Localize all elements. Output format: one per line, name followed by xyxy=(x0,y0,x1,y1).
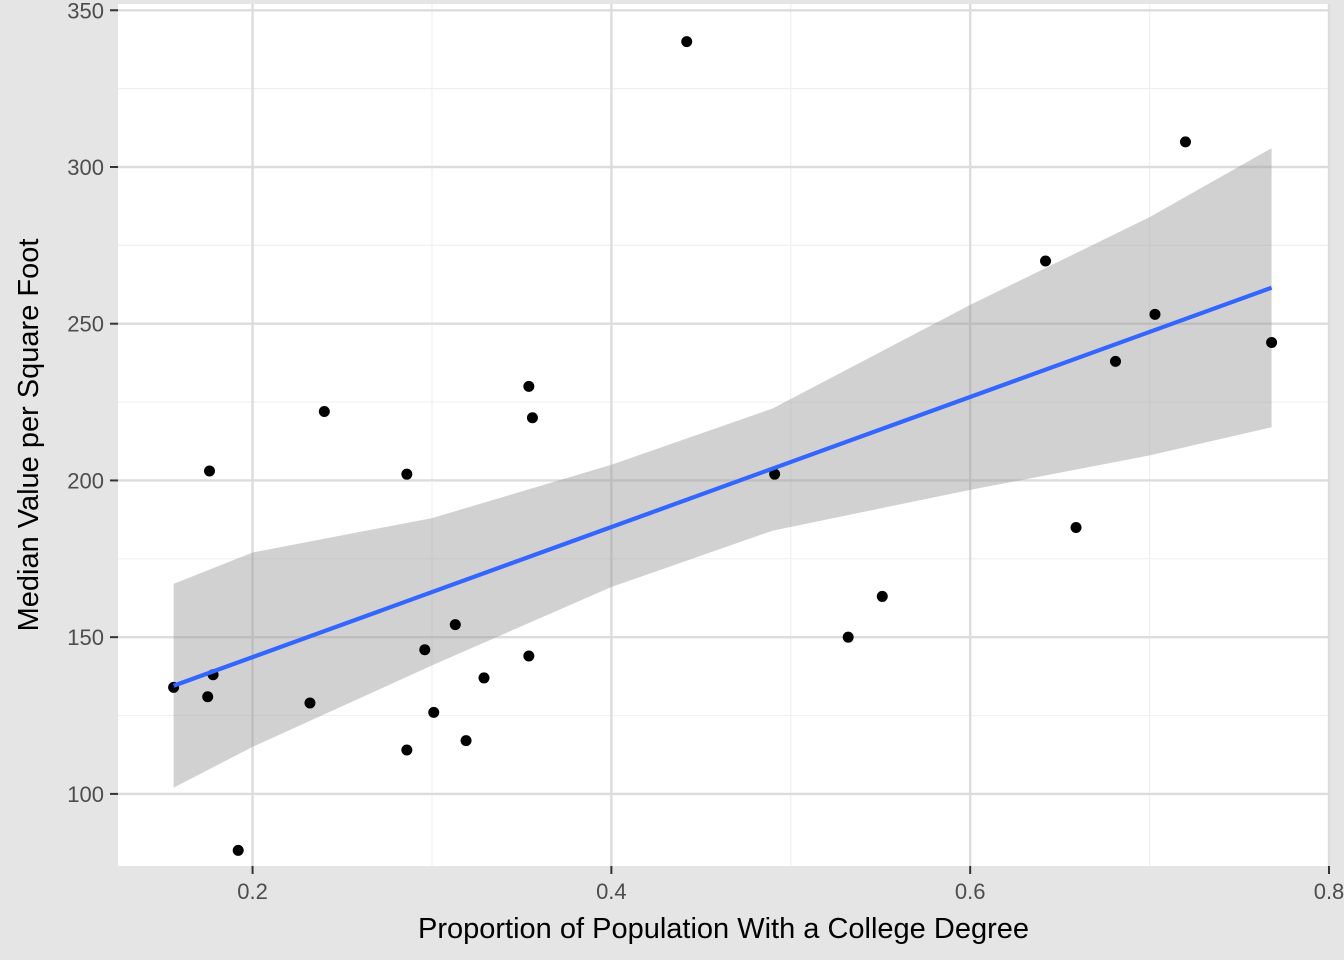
data-point xyxy=(876,590,888,602)
plot-panel xyxy=(118,4,1329,866)
data-point xyxy=(769,468,781,480)
data-point xyxy=(1110,355,1122,367)
data-point xyxy=(526,412,538,424)
data-point xyxy=(460,735,472,747)
trend-line xyxy=(172,285,1273,688)
data-point xyxy=(428,706,440,718)
y-tick-label: 150 xyxy=(67,625,104,650)
data-point xyxy=(401,744,413,756)
y-tick-label: 300 xyxy=(67,155,104,180)
data-point xyxy=(304,697,316,709)
x-tick-label: 0.6 xyxy=(955,879,986,904)
data-point xyxy=(1149,308,1161,320)
x-axis-title: Proportion of Population With a College … xyxy=(418,913,1029,945)
data-point xyxy=(203,465,215,477)
data-point xyxy=(401,468,413,480)
x-tick-label: 0.2 xyxy=(237,879,268,904)
y-tick-label: 250 xyxy=(67,312,104,337)
data-point xyxy=(523,380,535,392)
data-point xyxy=(478,672,490,684)
x-tick-label: 0.4 xyxy=(596,879,627,904)
confidence-band xyxy=(173,148,1272,788)
data-point xyxy=(318,405,330,417)
data-point xyxy=(681,36,693,48)
data-point xyxy=(1179,136,1191,148)
data-point xyxy=(1040,255,1052,267)
y-axis-title: Median Value per Square Foot xyxy=(13,239,45,632)
data-point xyxy=(449,619,461,631)
x-tick-label: 0.8 xyxy=(1314,879,1344,904)
data-point xyxy=(232,844,244,856)
y-tick-label: 100 xyxy=(67,782,104,807)
data-point xyxy=(1266,337,1278,349)
data-point xyxy=(1070,521,1082,533)
data-point xyxy=(419,644,431,656)
y-tick-label: 200 xyxy=(67,468,104,493)
data-point xyxy=(523,650,535,662)
data-point xyxy=(202,691,214,703)
y-tick-label: 350 xyxy=(67,0,104,23)
data-point xyxy=(842,631,854,643)
